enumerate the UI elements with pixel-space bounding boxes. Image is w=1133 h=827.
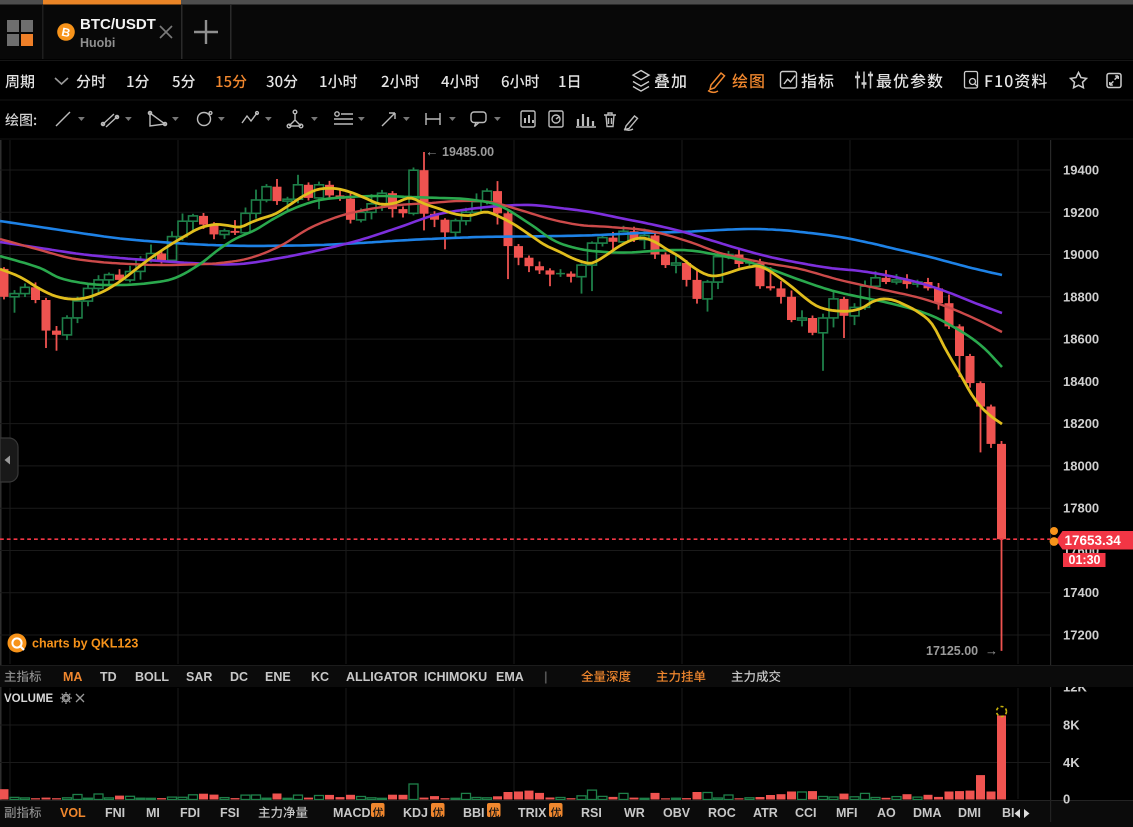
svg-text:MI: MI [146,806,160,820]
svg-text:B: B [60,25,72,41]
svg-text:ENE: ENE [265,670,291,684]
svg-text:MACD: MACD [333,806,371,820]
svg-text:FNI: FNI [105,806,125,820]
svg-text:MA: MA [63,670,82,684]
svg-text:BTC/USDT: BTC/USDT [80,16,156,33]
svg-text:ROC: ROC [708,806,736,820]
svg-text:VOLUME: VOLUME [4,693,54,705]
svg-text:17800: 17800 [1063,501,1099,516]
svg-text:19200: 19200 [1063,205,1099,220]
svg-text:VOL: VOL [60,806,86,820]
svg-text:FDI: FDI [180,806,200,820]
svg-text:→: → [985,643,998,658]
svg-text:Huobi: Huobi [80,36,115,50]
svg-text:18800: 18800 [1063,289,1099,304]
svg-text:SAR: SAR [186,670,212,684]
svg-text:KC: KC [311,670,329,684]
svg-text:18000: 18000 [1063,458,1099,473]
svg-text:MFI: MFI [836,806,858,820]
svg-text:DC: DC [230,670,248,684]
svg-text:17125.00: 17125.00 [926,644,978,658]
svg-text:←: ← [425,144,439,159]
svg-text:19485.00: 19485.00 [442,145,494,159]
svg-text:BBI: BBI [463,806,485,820]
svg-text:|: | [544,670,548,684]
svg-text:BI: BI [1002,806,1015,820]
svg-text:charts by QKL123: charts by QKL123 [32,637,138,651]
svg-text:KDJ: KDJ [403,806,428,820]
svg-text:19000: 19000 [1063,247,1099,262]
svg-text:18400: 18400 [1063,374,1099,389]
svg-text:FSI: FSI [220,806,239,820]
svg-text:17400: 17400 [1063,585,1099,600]
svg-text:CCI: CCI [795,806,817,820]
svg-text:ICHIMOKU: ICHIMOKU [424,670,487,684]
svg-text:WR: WR [624,806,645,820]
svg-text:OBV: OBV [663,806,691,820]
svg-text:DMI: DMI [958,806,981,820]
svg-text:4K: 4K [1063,755,1080,770]
svg-text:18200: 18200 [1063,416,1099,431]
svg-text:19400: 19400 [1063,163,1099,178]
svg-text:RSI: RSI [581,806,602,820]
svg-text:AO: AO [877,806,896,820]
svg-text:EMA: EMA [496,670,524,684]
svg-text:DMA: DMA [913,806,941,820]
svg-text:TRIX: TRIX [518,806,547,820]
svg-text:TD: TD [100,670,117,684]
svg-text:18600: 18600 [1063,332,1099,347]
svg-text:ALLIGATOR: ALLIGATOR [346,670,418,684]
svg-text:ATR: ATR [753,806,778,820]
svg-text:0: 0 [1063,792,1070,807]
svg-text:17653.34: 17653.34 [1065,533,1122,548]
svg-text:BOLL: BOLL [135,670,169,684]
svg-text:8K: 8K [1063,718,1080,733]
svg-text:17200: 17200 [1063,628,1099,643]
svg-text:01:30: 01:30 [1069,553,1101,567]
